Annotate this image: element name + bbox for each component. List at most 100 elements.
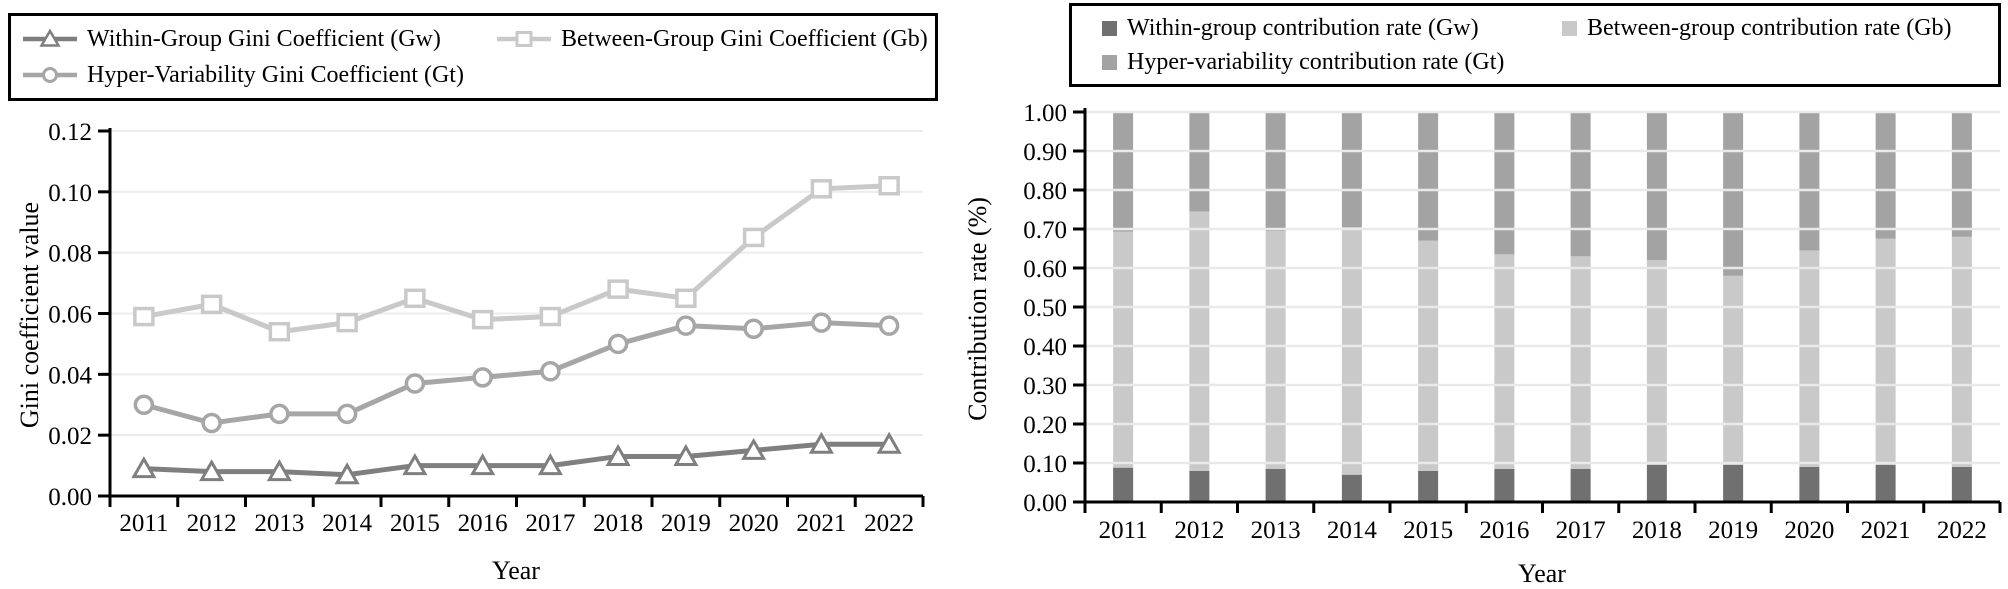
y-tick-label: 0.70 bbox=[1023, 217, 1067, 244]
legend-item-within-group-rate: Within-group contribution rate (Gw) bbox=[1102, 16, 1562, 40]
x-tick-label: 2016 bbox=[1479, 517, 1529, 544]
legend-label: Between-Group Gini Coefficient (Gb) bbox=[561, 26, 928, 53]
legend-label: Within-Group Gini Coefficient (Gw) bbox=[87, 26, 441, 53]
bar-segment bbox=[1951, 466, 1972, 502]
legend-item-within-group-gini: Within-Group Gini Coefficient (Gw) bbox=[23, 27, 497, 51]
x-tick-label: 2013 bbox=[1251, 517, 1301, 544]
y-tick-label: 1.00 bbox=[1023, 100, 1067, 127]
marker-circle bbox=[472, 367, 493, 388]
bar-segment bbox=[1494, 112, 1515, 255]
between-group-swatch-icon bbox=[1562, 20, 1577, 36]
legend-label: Between-group contribution rate (Gb) bbox=[1587, 15, 1952, 41]
bar-segment bbox=[1799, 250, 1820, 467]
marker-triangle bbox=[199, 459, 225, 482]
series-line bbox=[143, 441, 890, 478]
x-tick-label: 2017 bbox=[525, 510, 575, 537]
marker-square bbox=[336, 312, 358, 333]
x-tick-label: 2017 bbox=[1556, 517, 1606, 544]
bar-segment bbox=[1875, 112, 1896, 239]
x-tick-label: 2011 bbox=[1099, 517, 1148, 544]
y-tick-label: 0.60 bbox=[1023, 256, 1067, 283]
x-tick-label: 2013 bbox=[254, 510, 304, 537]
x-tick-label: 2019 bbox=[1708, 517, 1758, 544]
legend-item-hyper-variability-rate: Hyper-variability contribution rate (Gt) bbox=[1102, 50, 1562, 74]
bar-segment bbox=[1341, 474, 1362, 502]
marker-square bbox=[607, 279, 629, 299]
bar-segment bbox=[1189, 112, 1210, 212]
marker-circle bbox=[336, 403, 358, 425]
legend-label: Within-group contribution rate (Gw) bbox=[1127, 15, 1479, 41]
bar-segment bbox=[1113, 112, 1134, 232]
bar-segment bbox=[1799, 112, 1820, 251]
marker-triangle bbox=[673, 443, 699, 466]
bar-segment bbox=[1646, 260, 1667, 465]
x-tick-label: 2015 bbox=[390, 510, 440, 537]
marker-circle bbox=[269, 403, 290, 425]
marker-circle bbox=[133, 394, 155, 415]
bar-segment bbox=[1570, 112, 1591, 257]
x-tick-label: 2014 bbox=[1327, 517, 1378, 544]
marker-square bbox=[404, 288, 426, 309]
bar-segment bbox=[1875, 464, 1896, 502]
contribution-bar-chart: 0.00 0.10 0.20 0.30 0.40 0.50 0.60 0.70 0.80 0.90… bbox=[1023, 100, 2002, 544]
bar-segment bbox=[1951, 112, 1972, 237]
bar-segment bbox=[1265, 112, 1286, 231]
bar-segment bbox=[1418, 470, 1439, 502]
legend-label: Hyper-variability contribution rate (Gt) bbox=[1127, 49, 1505, 75]
marker-square bbox=[810, 179, 833, 199]
bar-segment bbox=[1570, 256, 1591, 469]
marker-square bbox=[133, 306, 155, 327]
bar-segment bbox=[1723, 112, 1744, 276]
x-tick-label: 2018 bbox=[1632, 517, 1682, 544]
bar-segment bbox=[1265, 230, 1286, 469]
y-tick-label: 0.08 bbox=[48, 241, 92, 268]
bar-segment bbox=[1723, 275, 1744, 465]
marker-triangle bbox=[334, 462, 360, 485]
marker-square bbox=[675, 288, 697, 309]
bar-segment bbox=[1418, 240, 1439, 471]
y-tick-label: 0.10 bbox=[1023, 451, 1067, 478]
x-tick-label: 2022 bbox=[864, 510, 914, 537]
x-tick-label: 2020 bbox=[729, 510, 779, 537]
y-tick-label: 0.90 bbox=[1023, 139, 1067, 166]
x-tick-label: 2018 bbox=[593, 510, 643, 537]
x-tick-label: 2020 bbox=[1784, 517, 1834, 544]
left-y-axis-title: Gini coefficient value bbox=[15, 201, 44, 429]
legend-square bbox=[515, 31, 533, 48]
x-tick-label: 2021 bbox=[796, 510, 846, 537]
bar-segment bbox=[1418, 112, 1439, 241]
bar-segment bbox=[1265, 468, 1286, 502]
x-tick-label: 2012 bbox=[1174, 517, 1224, 544]
marker-circle bbox=[607, 333, 629, 355]
marker-square bbox=[742, 227, 765, 248]
y-tick-label: 0.04 bbox=[48, 362, 92, 389]
marker-square bbox=[539, 306, 562, 327]
bar-segment bbox=[1570, 468, 1591, 502]
x-tick-label: 2014 bbox=[322, 510, 373, 537]
bar-segment bbox=[1341, 227, 1362, 475]
y-tick-label: 0.50 bbox=[1023, 295, 1067, 322]
legend-item-between-group-gini: Between-Group Gini Coefficient (Gb) bbox=[497, 27, 935, 51]
marker-circle bbox=[675, 315, 697, 336]
bar-segment bbox=[1646, 112, 1667, 261]
marker-circle bbox=[540, 361, 561, 382]
marker-square bbox=[471, 309, 494, 330]
square-line-marker-icon bbox=[497, 31, 551, 48]
bar-chart-legend: Within-group contribution rate (Gw) Betw… bbox=[1069, 3, 2001, 87]
marker-triangle bbox=[131, 456, 157, 479]
x-tick-label: 2021 bbox=[1861, 517, 1911, 544]
y-tick-label: 0.00 bbox=[1023, 490, 1067, 517]
bar-segment bbox=[1113, 467, 1134, 502]
within-group-swatch-icon bbox=[1102, 20, 1117, 36]
x-tick-label: 2019 bbox=[661, 510, 711, 537]
bar-segment bbox=[1341, 112, 1362, 228]
marker-triangle bbox=[537, 453, 563, 476]
marker-circle bbox=[743, 318, 764, 339]
y-tick-label: 0.30 bbox=[1023, 373, 1067, 400]
y-tick-label: 0.00 bbox=[48, 484, 92, 511]
legend-triangle bbox=[39, 28, 61, 48]
x-tick-label: 2015 bbox=[1403, 517, 1453, 544]
marker-circle bbox=[201, 412, 222, 434]
bar-segment bbox=[1113, 231, 1134, 468]
bar-segment bbox=[1799, 466, 1820, 502]
